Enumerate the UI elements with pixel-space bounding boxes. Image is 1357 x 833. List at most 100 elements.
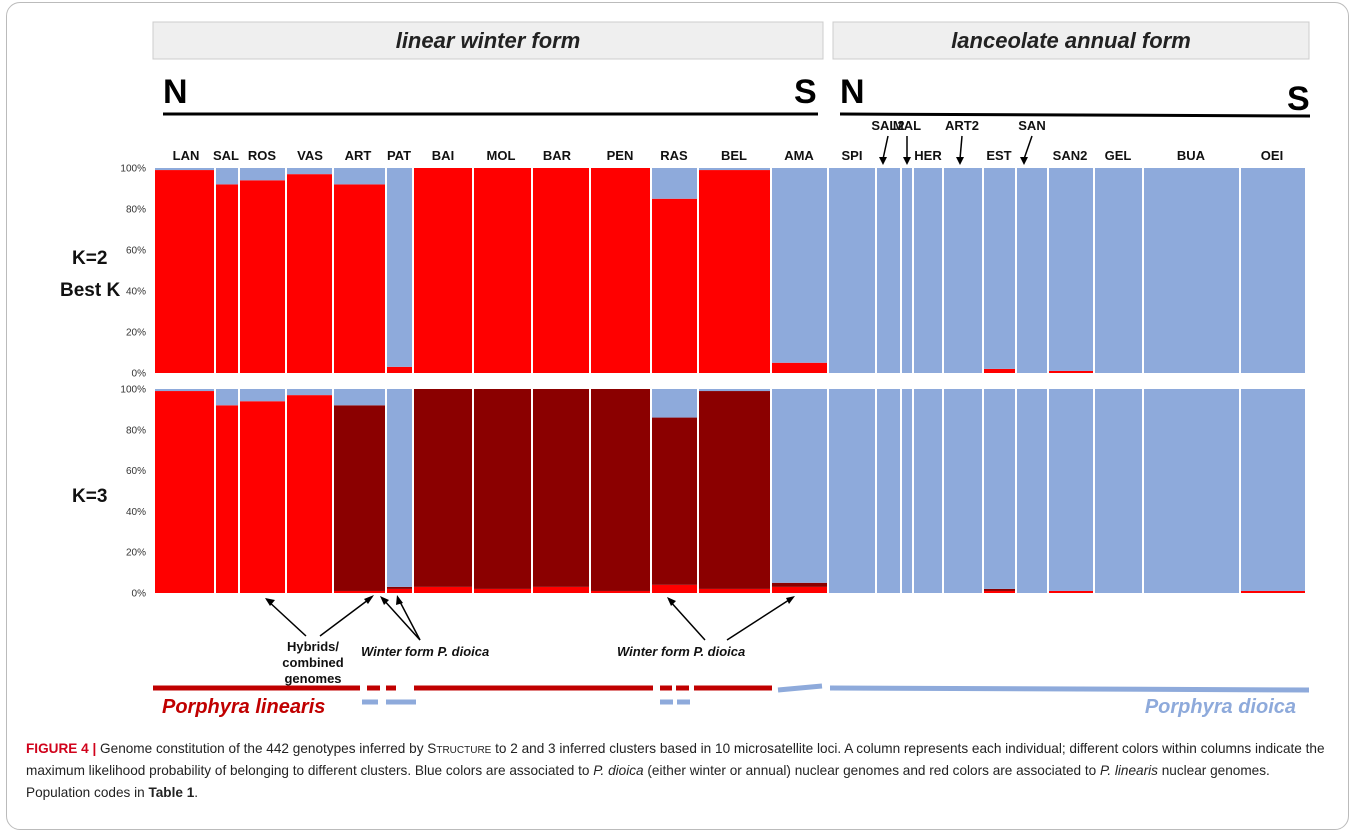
porphyra-linearis-label: Porphyra linearis [162,696,325,718]
south-label-right: S [1287,80,1310,118]
bar-k2-sal-red [215,184,239,373]
bar-k2-sal2-blue [876,168,901,373]
bar-k3-spi-blue [828,389,876,593]
bar-k3-oei-blue [1240,389,1305,591]
bar-k2-lan-blue [155,168,215,171]
north-label-right: N [840,73,865,111]
y-tick-label: 20% [126,548,146,559]
bar-k3-san-blue [1016,389,1048,593]
bar-k3-bai-red [413,586,473,593]
bar-k3-sal-red [215,405,239,593]
bar-k2-ama-blue [771,168,828,363]
bar-k3-art2-blue [943,389,983,593]
bar-k2-spi-blue [828,168,876,373]
y-tick-label: 0% [132,369,147,380]
bar-k2-mal-blue [901,168,913,373]
pop-arrowhead-2 [956,157,964,165]
bar-k3-lan-blue [155,389,215,392]
caption-text-4: nuclear genomes. Population codes in [26,763,1270,800]
bar-k3-ama-blue [771,389,828,583]
pop-label-san: SAN [1018,118,1045,133]
caption-table-ref: Table 1 [148,785,195,800]
bar-k2-ras-blue [651,168,698,199]
bar-k2-san2-blue [1048,168,1094,371]
pop-label-bai: BAI [432,148,454,163]
bar-k2-san-blue [1016,168,1048,373]
bar-k3-sal2-blue [876,389,901,593]
population-label-arrows [879,135,1033,165]
south-label-left: S [794,73,817,111]
bar-k3-pen-red [590,590,651,593]
bar-k2-art2-blue [943,168,983,373]
north-label-left: N [163,73,188,111]
caption-text-2: to 2 and 3 inferred clusters based in 10… [26,741,1325,778]
caption-figure-label: FIGURE 4 | [26,741,97,756]
bar-k3-bua-blue [1143,389,1240,593]
bar-k3-gel-blue [1094,389,1143,593]
pop-label-art: ART [345,148,372,163]
bar-k3-est-dark [983,588,1016,591]
caption-species-b: P. linearis [1100,763,1158,778]
k2-y-axis-ticks: 0% 20% 40% 60% 80% 100% [120,164,146,380]
pop-label-pen: PEN [607,148,634,163]
bar-k2-vas-red [286,174,333,373]
figure-caption: FIGURE 4 | Genome constitution of the 44… [26,738,1331,804]
bar-k2-sal-blue [215,168,239,185]
y-tick-label: 40% [126,287,146,298]
pop-label-sal: SAL [213,148,239,163]
bar-k2-pen-red [590,168,651,373]
hybrids-label-line2: combined [282,655,343,670]
bar-k2-her-blue [913,168,943,373]
pop-label-gel: GEL [1105,148,1132,163]
pop-label-spi: SPI [842,148,863,163]
bar-k2-oei-blue [1240,168,1305,373]
bar-k3-bel-dark [698,391,771,589]
k3-label: K=3 [72,486,107,507]
winter-form-prefix-left: Winter form [361,644,434,659]
bar-k3-pat-dark [386,586,413,589]
pop-label-ros: ROS [248,148,277,163]
pop-arrowhead-3 [1020,157,1028,165]
pop-label-sal2: SAL2 [871,118,904,133]
bar-k3-ras-blue [651,389,698,418]
winter-form-annotation-right: Winter form P. dioica [617,596,795,659]
lanceolate-annual-form-label: lanceolate annual form [951,28,1191,53]
pop-arrowhead-0 [879,157,887,165]
bar-k2-ras-red [651,198,698,373]
bar-k3-vas-blue [286,389,333,396]
bar-k3-est-blue [983,389,1016,589]
pop-arrow-3 [1023,135,1033,160]
bar-k3-bai-dark [413,389,473,587]
bar-k3-pen-dark [590,389,651,591]
bar-k3-san2-red [1048,590,1094,593]
bar-k2-bua-blue [1143,168,1240,373]
pop-label-mol: MOL [487,148,516,163]
pop-label-pat: PAT [387,148,411,163]
bar-k3-her-blue [913,389,943,593]
bar-k2-bar-red [532,168,590,373]
bar-k2-ama-red [771,362,828,373]
caption-text-1: Genome constitution of the 442 genotypes… [96,741,428,756]
structure-figure: linear winter form lanceolate annual for… [60,21,1311,718]
k3-panel [155,389,1305,593]
bar-k2-ros-red [239,180,286,373]
bar-k3-ama-red [771,586,828,593]
bar-k3-art-blue [333,389,386,406]
bar-k3-mol-dark [473,389,532,589]
pop-label-ras: RAS [660,148,688,163]
y-tick-label: 80% [126,205,146,216]
bar-k3-oei-red [1240,590,1305,593]
bar-k3-vas-red [286,395,333,593]
bar-k3-mal-blue [901,389,913,593]
bar-k2-est-red [983,368,1016,373]
bar-k3-lan-red [155,391,215,593]
y-tick-label: 80% [126,425,146,436]
winter-form-species-left: P. dioica [437,644,489,659]
pop-arrowhead-1 [903,157,911,165]
bar-k3-bel-blue [698,389,771,392]
caption-structure: Structure [427,741,492,756]
pop-label-san2: SAN2 [1053,148,1088,163]
svg-text:Winter form P. dioica: Winter form P. dioica [617,644,745,659]
bar-k2-art-red [333,184,386,373]
y-tick-label: 60% [126,466,146,477]
